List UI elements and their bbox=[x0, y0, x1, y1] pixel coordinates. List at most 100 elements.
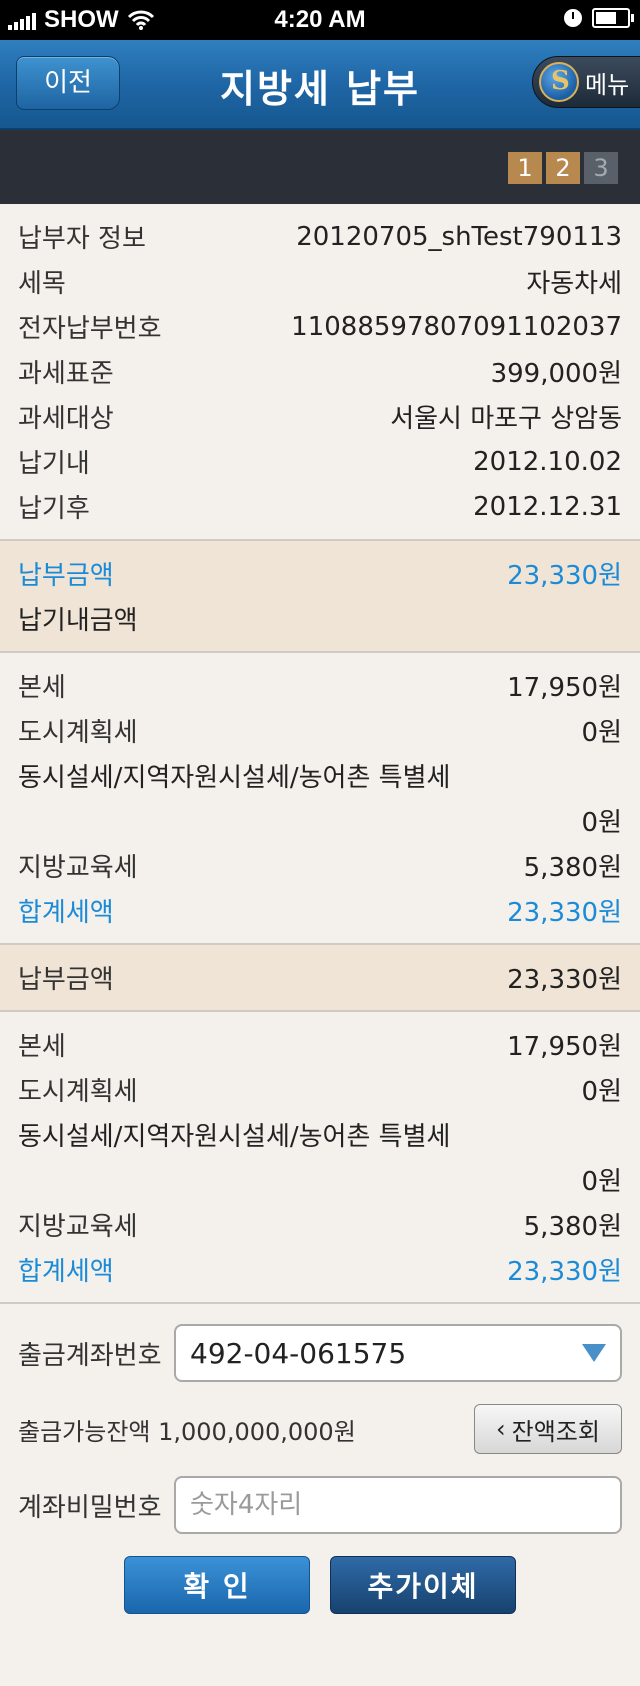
tax-breakdown-section: 본세 17,950원 도시계획세 0원 동시설세/지역자원시설세/농어촌 특별세… bbox=[0, 1012, 640, 1302]
page-title: 지방세 납부 bbox=[219, 67, 421, 111]
facility-tax-label: 동시설세/지역자원시설세/농어촌 특별세 bbox=[18, 763, 451, 793]
total-tax-label: 합계세액 bbox=[18, 898, 114, 928]
payment-summary-section: 납부금액 23,330원 납기내금액 bbox=[0, 541, 640, 651]
facility-tax-label: 동시설세/지역자원시설세/농어촌 특별세 bbox=[18, 1122, 451, 1152]
info-value: 자동차세 bbox=[526, 269, 622, 299]
base-tax-row: 본세 17,950원 bbox=[18, 1022, 622, 1067]
facility-tax-value: 0원 bbox=[581, 1167, 622, 1197]
action-buttons: 확 인 추가이체 bbox=[18, 1556, 622, 1614]
dropdown-triangle-icon bbox=[582, 1344, 606, 1362]
info-row: 납부자 정보 20120705_shTest790113 bbox=[18, 214, 622, 259]
total-tax-value: 23,330원 bbox=[507, 898, 622, 928]
account-row: 출금계좌번호 492-04-061575 bbox=[18, 1324, 622, 1382]
base-tax-value: 17,950원 bbox=[507, 1032, 622, 1062]
divider bbox=[0, 943, 640, 945]
info-row: 과세표준 399,000원 bbox=[18, 349, 622, 394]
info-value: 2012.10.02 bbox=[473, 446, 622, 477]
info-value: 11088597807091102037 bbox=[291, 311, 622, 342]
menu-button-label: 메뉴 bbox=[585, 70, 630, 99]
total-tax-row: 합계세액 23,330원 bbox=[18, 888, 622, 933]
chevron-left-icon: ‹ bbox=[496, 1415, 506, 1443]
signal-icon bbox=[8, 10, 36, 30]
info-label: 과세표준 bbox=[18, 359, 114, 389]
city-plan-tax-label: 도시계획세 bbox=[18, 718, 138, 748]
payment-amount-label: 납부금액 bbox=[18, 965, 114, 995]
payment-amount-row: 납부금액 23,330원 bbox=[18, 955, 622, 1000]
step-indicator: 1 2 3 bbox=[508, 152, 618, 184]
password-row: 계좌비밀번호 bbox=[18, 1476, 622, 1534]
payment-amount-section: 납부금액 23,330원 bbox=[0, 945, 640, 1010]
base-tax-label: 본세 bbox=[18, 673, 66, 703]
carrier-name: SHOW bbox=[44, 6, 119, 33]
balance-inquiry-button[interactable]: ‹ 잔액조회 bbox=[474, 1404, 622, 1454]
divider bbox=[0, 651, 640, 653]
info-row: 납기내 2012.10.02 bbox=[18, 439, 622, 484]
app-header: 이전 지방세 납부 메뉴 bbox=[0, 40, 640, 130]
menu-button[interactable]: 메뉴 bbox=[532, 56, 640, 108]
back-button-label: 이전 bbox=[44, 68, 92, 98]
info-row: 납기후 2012.12.31 bbox=[18, 484, 622, 529]
total-tax-row: 합계세액 23,330원 bbox=[18, 1247, 622, 1292]
step-3: 3 bbox=[584, 152, 618, 184]
step-2: 2 bbox=[546, 152, 580, 184]
info-label: 납기내 bbox=[18, 449, 90, 479]
city-plan-tax-row: 도시계획세 0원 bbox=[18, 708, 622, 753]
divider bbox=[0, 539, 640, 541]
education-tax-row: 지방교육세 5,380원 bbox=[18, 1202, 622, 1247]
balance-row: 출금가능잔액 1,000,000,000원 ‹ 잔액조회 bbox=[18, 1404, 622, 1454]
wifi-icon bbox=[127, 10, 154, 30]
info-label: 납기후 bbox=[18, 494, 90, 524]
divider bbox=[0, 1010, 640, 1012]
add-transfer-button[interactable]: 추가이체 bbox=[330, 1556, 516, 1614]
facility-tax-value: 0원 bbox=[581, 808, 622, 838]
balance-inquiry-label: 잔액조회 bbox=[511, 1417, 600, 1446]
info-row: 세목 자동차세 bbox=[18, 259, 622, 304]
tax-info-section: 납부자 정보 20120705_shTest790113 세목 자동차세 전자납… bbox=[0, 204, 640, 539]
password-label: 계좌비밀번호 bbox=[18, 1492, 162, 1523]
base-tax-label: 본세 bbox=[18, 1032, 66, 1062]
battery-icon bbox=[592, 8, 634, 28]
base-tax-row: 본세 17,950원 bbox=[18, 663, 622, 708]
info-value: 20120705_shTest790113 bbox=[296, 221, 622, 252]
total-tax-value: 23,330원 bbox=[507, 1257, 622, 1287]
education-tax-label: 지방교육세 bbox=[18, 853, 138, 883]
status-right bbox=[564, 8, 634, 28]
city-plan-tax-row: 도시계획세 0원 bbox=[18, 1067, 622, 1112]
divider bbox=[0, 1302, 640, 1304]
total-tax-label: 합계세액 bbox=[18, 1257, 114, 1287]
info-label: 전자납부번호 bbox=[18, 314, 162, 344]
status-time: 4:20 AM bbox=[274, 6, 366, 33]
status-left: SHOW bbox=[8, 6, 155, 34]
step-1: 1 bbox=[508, 152, 542, 184]
city-plan-tax-value: 0원 bbox=[581, 1077, 622, 1107]
education-tax-row: 지방교육세 5,380원 bbox=[18, 843, 622, 888]
available-balance: 출금가능잔액 1,000,000,000원 bbox=[18, 1417, 356, 1446]
account-select-value: 492-04-061575 bbox=[190, 1336, 407, 1370]
education-tax-value: 5,380원 bbox=[523, 1212, 622, 1242]
info-row: 전자납부번호 11088597807091102037 bbox=[18, 304, 622, 349]
payment-amount-label: 납부금액 bbox=[18, 561, 114, 591]
status-bar: SHOW 4:20 AM bbox=[0, 0, 640, 40]
education-tax-label: 지방교육세 bbox=[18, 1212, 138, 1242]
city-plan-tax-label: 도시계획세 bbox=[18, 1077, 138, 1107]
info-value: 399,000원 bbox=[490, 359, 622, 389]
info-value: 서울시 마포구 상암동 bbox=[390, 404, 622, 434]
base-tax-value: 17,950원 bbox=[507, 673, 622, 703]
password-input[interactable] bbox=[174, 1476, 622, 1534]
back-button[interactable]: 이전 bbox=[16, 56, 120, 110]
account-select[interactable]: 492-04-061575 bbox=[174, 1324, 622, 1382]
info-value: 2012.12.31 bbox=[473, 491, 622, 522]
shinhan-logo-icon bbox=[539, 62, 579, 102]
education-tax-value: 5,380원 bbox=[523, 853, 622, 883]
confirm-button[interactable]: 확 인 bbox=[124, 1556, 310, 1614]
payment-amount-row: 납부금액 23,330원 bbox=[18, 551, 622, 596]
info-label: 납부자 정보 bbox=[18, 224, 146, 254]
info-row: 과세대상 서울시 마포구 상암동 bbox=[18, 394, 622, 439]
payment-amount-value: 23,330원 bbox=[507, 965, 622, 995]
due-amount-label: 납기내금액 bbox=[18, 606, 138, 636]
city-plan-tax-value: 0원 bbox=[581, 718, 622, 748]
info-label: 과세대상 bbox=[18, 404, 114, 434]
step-indicator-bar: 1 2 3 bbox=[0, 130, 640, 204]
account-label: 출금계좌번호 bbox=[18, 1340, 162, 1371]
payment-amount-value: 23,330원 bbox=[507, 561, 622, 591]
